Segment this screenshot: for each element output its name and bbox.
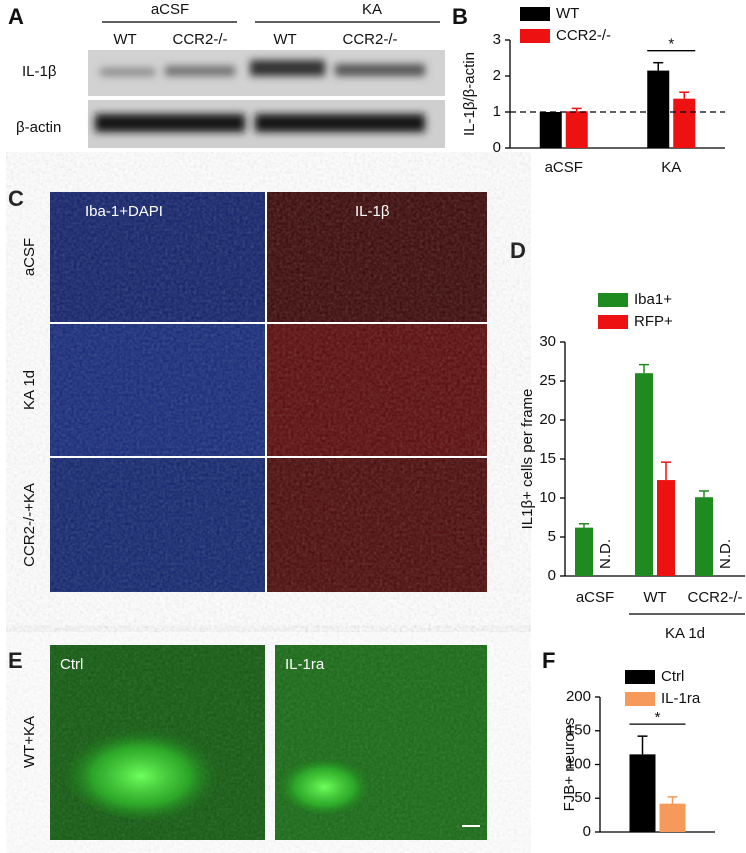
x-tick-label: aCSF bbox=[576, 589, 614, 606]
legend-label: CCR2-/- bbox=[556, 27, 611, 44]
y-axis-label: FJB+ neurons bbox=[561, 718, 578, 812]
bar bbox=[659, 803, 686, 832]
y-tick-label: 0 bbox=[583, 823, 591, 840]
image-label: IL-1β bbox=[355, 203, 390, 220]
y-tick-label: 100 bbox=[566, 755, 591, 772]
row-label: CCR2-/-+KA bbox=[21, 483, 38, 567]
lane-label: WT bbox=[113, 31, 136, 48]
legend-label: Iba1+ bbox=[634, 291, 672, 308]
significance: * bbox=[668, 36, 674, 53]
image-label: Ctrl bbox=[60, 656, 83, 673]
fjb-images bbox=[50, 645, 487, 840]
lane-label: CCR2-/- bbox=[343, 31, 398, 48]
y-tick-label: 50 bbox=[574, 789, 591, 806]
x-tick-label: aCSF bbox=[545, 159, 583, 176]
blot-row: β-actin bbox=[16, 119, 61, 136]
legend-label: Ctrl bbox=[661, 668, 684, 685]
bar bbox=[565, 111, 588, 148]
y-tick-label: 10 bbox=[539, 489, 556, 506]
lane-label: CCR2-/- bbox=[173, 31, 228, 48]
panel-letter: A bbox=[8, 4, 24, 29]
bar bbox=[657, 480, 675, 576]
y-tick-label: 150 bbox=[566, 722, 591, 739]
y-tick-label: 3 bbox=[493, 31, 501, 48]
bar bbox=[539, 112, 562, 148]
significance: * bbox=[655, 709, 661, 726]
y-tick-label: 5 bbox=[548, 528, 556, 545]
value-label: N.D. bbox=[597, 539, 614, 569]
y-tick-label: 1 bbox=[493, 103, 501, 120]
legend-label: IL-1ra bbox=[661, 690, 701, 707]
blot bbox=[88, 50, 445, 148]
x-tick-label: CCR2-/- bbox=[688, 589, 743, 606]
bar bbox=[629, 754, 656, 832]
legend-swatch bbox=[520, 29, 550, 43]
y-axis-label: IL-1β/β-actin bbox=[461, 52, 478, 136]
blot-group: aCSF bbox=[151, 1, 189, 18]
staining-images bbox=[50, 192, 487, 592]
y-axis-label: IL1β+ cells per frame bbox=[519, 389, 536, 530]
row-label: aCSF bbox=[21, 238, 38, 276]
lane-label: WT bbox=[273, 31, 296, 48]
x-tick-label: KA bbox=[661, 159, 681, 176]
x-tick-label: WT bbox=[643, 589, 666, 606]
group-label: KA 1d bbox=[665, 625, 705, 642]
bar bbox=[647, 70, 670, 148]
row-label: KA 1d bbox=[21, 370, 38, 410]
panel-letter: F bbox=[542, 648, 555, 673]
image-label: Iba-1+DAPI bbox=[85, 203, 163, 220]
panel-letter: D bbox=[510, 238, 526, 263]
legend-swatch bbox=[598, 315, 628, 329]
legend-label: RFP+ bbox=[634, 313, 673, 330]
panel-letter: B bbox=[452, 4, 468, 29]
legend-swatch bbox=[625, 692, 655, 706]
bar bbox=[575, 527, 593, 576]
blot-row: IL-1β bbox=[22, 63, 57, 80]
legend-swatch bbox=[598, 293, 628, 307]
legend-swatch bbox=[520, 7, 550, 21]
legend-label: WT bbox=[556, 5, 579, 22]
y-tick-label: 0 bbox=[493, 139, 501, 156]
y-tick-label: 15 bbox=[539, 450, 556, 467]
value-label: N.D. bbox=[717, 539, 734, 569]
y-tick-label: 30 bbox=[539, 333, 556, 350]
image-label: IL-1ra bbox=[285, 656, 325, 673]
y-tick-label: 25 bbox=[539, 372, 556, 389]
bar bbox=[673, 98, 696, 148]
legend-swatch bbox=[625, 670, 655, 684]
panel-letter: E bbox=[8, 648, 23, 673]
row-label: WT+KA bbox=[21, 716, 38, 768]
bar bbox=[635, 373, 653, 576]
blot-group: KA bbox=[362, 1, 382, 18]
y-tick-label: 200 bbox=[566, 688, 591, 705]
panel-letter: C bbox=[8, 186, 24, 211]
y-tick-label: 2 bbox=[493, 67, 501, 84]
y-tick-label: 0 bbox=[548, 567, 556, 584]
bar bbox=[695, 497, 713, 576]
y-tick-label: 20 bbox=[539, 411, 556, 428]
